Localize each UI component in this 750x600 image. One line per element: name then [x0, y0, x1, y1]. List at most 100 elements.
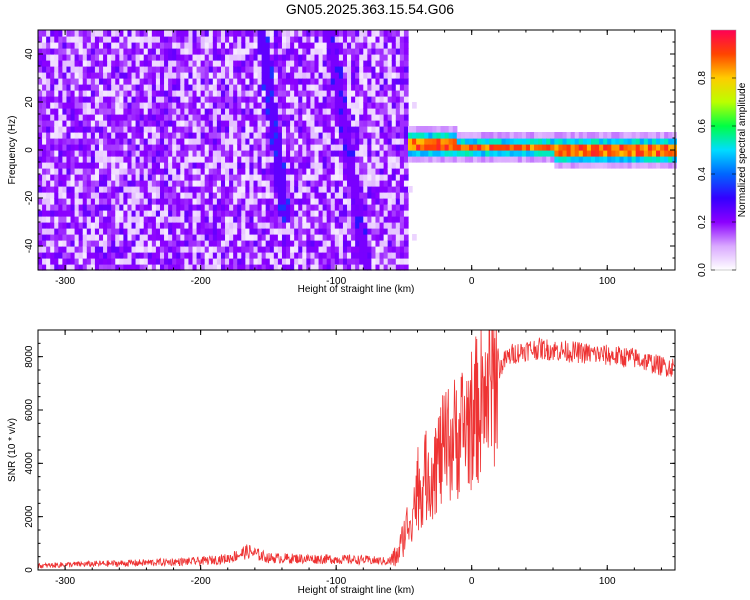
heatmap-cell: [403, 120, 409, 127]
heatmap-cell: [86, 96, 92, 103]
heatmap-cell: [310, 72, 316, 79]
heatmap-cell: [351, 162, 356, 169]
heatmap-cell: [38, 84, 43, 91]
heatmap-cell: [196, 36, 202, 43]
heatmap-cell: [314, 216, 320, 223]
heatmap-cell: [38, 168, 43, 175]
heatmap-cell: [143, 108, 149, 115]
heatmap-cell: [184, 240, 190, 247]
heatmap-cell: [269, 198, 275, 205]
heatmap-cell: [566, 150, 572, 157]
heatmap-cell: [338, 234, 344, 241]
heatmap-cell: [46, 108, 51, 115]
heatmap-cell: [184, 78, 190, 85]
heatmap-cell: [383, 258, 389, 265]
heatmap-cell: [286, 36, 291, 43]
heatmap-cell: [322, 96, 328, 103]
heatmap-cell: [192, 78, 198, 85]
heatmap-cell: [98, 228, 104, 235]
heatmap-cell: [391, 174, 397, 181]
heatmap-cell: [281, 234, 287, 241]
heatmap-cell: [261, 216, 267, 223]
heatmap-cell: [403, 192, 409, 199]
heatmap-cell: [403, 60, 409, 67]
heatmap-cell: [277, 162, 283, 169]
heatmap-cell: [257, 192, 263, 199]
heatmap-cell: [46, 204, 51, 211]
heatmap-cell: [204, 150, 210, 157]
heatmap-cell: [184, 66, 190, 73]
heatmap-cell: [318, 150, 324, 157]
heatmap-cell: [188, 198, 194, 205]
heatmap-cell: [334, 84, 340, 91]
heatmap-cell: [180, 66, 185, 73]
heatmap-cell: [62, 186, 68, 193]
heatmap-cell: [395, 126, 401, 133]
heatmap-cell: [310, 246, 316, 253]
heatmap-cell: [66, 120, 72, 127]
heatmap-cell: [225, 120, 230, 127]
heatmap-cell: [306, 264, 312, 271]
heatmap-cell: [111, 54, 116, 61]
heatmap-cell: [98, 174, 104, 181]
heatmap-cell: [261, 192, 267, 199]
heatmap-cell: [253, 102, 259, 109]
heatmap-cell: [94, 72, 100, 79]
heatmap-cell: [54, 150, 59, 157]
heatmap-cell: [155, 120, 161, 127]
heatmap-cell: [233, 156, 238, 163]
heatmap-cell: [241, 156, 246, 163]
heatmap-cell: [107, 174, 112, 181]
heatmap-cell: [172, 42, 177, 49]
heatmap-cell: [184, 108, 190, 115]
heatmap-cell: [529, 144, 535, 151]
heatmap-cell: [103, 54, 108, 61]
heatmap-cell: [595, 150, 600, 157]
heatmap-cell: [225, 114, 230, 121]
heatmap-cell: [257, 168, 263, 175]
heatmap-cell: [432, 138, 438, 145]
heatmap-cell: [220, 258, 226, 265]
heatmap-cell: [359, 216, 364, 223]
heatmap-cell: [298, 162, 303, 169]
heatmap-cell: [123, 174, 129, 181]
heatmap-cell: [151, 204, 157, 211]
heatmap-cell: [468, 138, 474, 145]
heatmap-cell: [281, 222, 287, 229]
heatmap-cell: [46, 264, 51, 271]
heatmap-cell: [229, 36, 234, 43]
heatmap-cell: [529, 150, 535, 157]
heatmap-cell: [164, 42, 169, 49]
heatmap-cell: [38, 162, 43, 169]
heatmap-cell: [70, 36, 76, 43]
heatmap-cell: [46, 144, 51, 151]
heatmap-cell: [180, 60, 185, 67]
heatmap-cell: [54, 42, 59, 49]
heatmap-cell: [184, 186, 190, 193]
heatmap-cell: [505, 156, 511, 163]
heatmap-cell: [314, 222, 320, 229]
heatmap-cell: [338, 162, 344, 169]
heatmap-cell: [241, 42, 246, 49]
heatmap-cell: [286, 210, 291, 217]
heatmap-cell: [155, 234, 161, 241]
heatmap-cell: [452, 132, 458, 139]
heatmap-cell: [200, 228, 206, 235]
heatmap-cell: [273, 180, 279, 187]
heatmap-cell: [54, 216, 59, 223]
heatmap-cell: [367, 228, 373, 235]
heatmap-cell: [509, 156, 515, 163]
heatmap-cell: [359, 54, 364, 61]
heatmap-cell: [155, 96, 161, 103]
heatmap-cell: [249, 30, 255, 37]
heatmap-cell: [265, 90, 271, 97]
heatmap-cell: [391, 258, 397, 265]
heatmap-cell: [127, 90, 133, 97]
heatmap-cell: [281, 72, 287, 79]
heatmap-cell: [302, 36, 307, 43]
heatmap-cell: [237, 108, 242, 115]
heatmap-cell: [322, 84, 328, 91]
heatmap-cell: [127, 144, 133, 151]
heatmap-cell: [546, 138, 551, 145]
heatmap-cell: [290, 72, 295, 79]
